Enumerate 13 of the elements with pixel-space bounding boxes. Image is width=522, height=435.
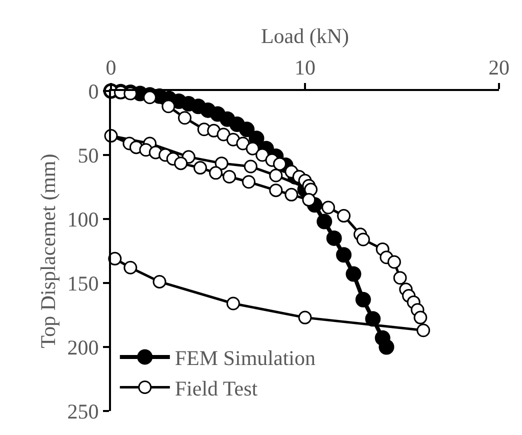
y-tick-label: 100 xyxy=(67,207,99,232)
y-tick-label: 50 xyxy=(78,143,99,168)
legend-label: Field Test xyxy=(174,376,258,400)
x-axis-title: Load (kN) xyxy=(260,24,350,48)
x-tick-label: 10 xyxy=(294,56,316,80)
y-tick-label: 200 xyxy=(67,335,99,360)
y-axis-title: Top Displacemet (mm) xyxy=(36,154,60,348)
y-tick-label: 0 xyxy=(88,79,99,104)
y-tick-label: 150 xyxy=(67,271,99,296)
legend-label: FEM Simulation xyxy=(174,346,316,370)
y-tick-label: 250 xyxy=(67,399,99,424)
x-tick-label: 0 xyxy=(106,56,116,80)
x-tick-label: 20 xyxy=(488,56,510,80)
